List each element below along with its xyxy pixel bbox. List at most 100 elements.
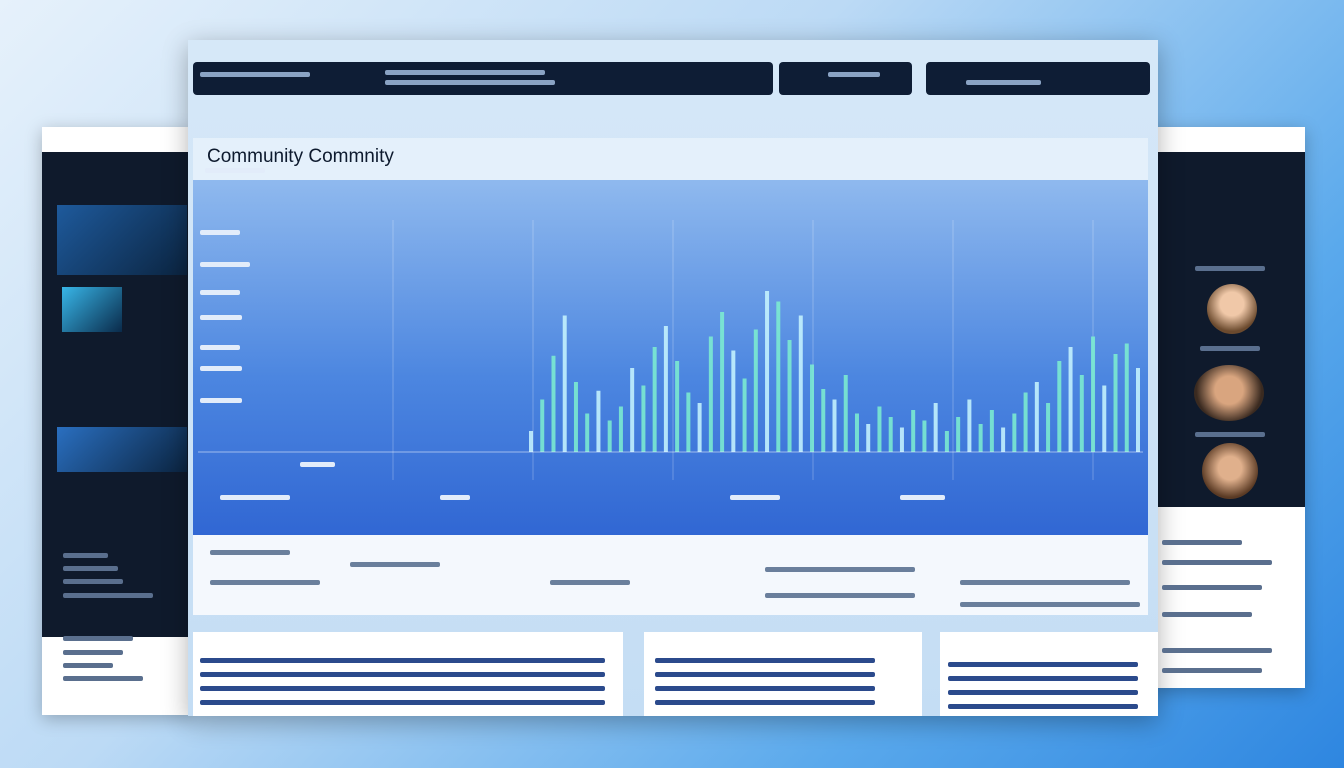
placeholder-text xyxy=(1195,266,1265,271)
candle xyxy=(675,361,680,452)
placeholder-text xyxy=(765,593,915,598)
candle xyxy=(765,291,770,452)
placeholder-text xyxy=(1162,648,1272,653)
placeholder-text xyxy=(948,676,1138,681)
placeholder-text xyxy=(200,262,250,267)
placeholder-text xyxy=(948,704,1138,709)
candle xyxy=(630,368,635,452)
top-bar xyxy=(193,62,773,95)
placeholder-text xyxy=(1162,560,1272,565)
placeholder-text xyxy=(1200,346,1260,351)
placeholder-text xyxy=(655,700,875,705)
candle xyxy=(1136,368,1140,452)
placeholder-text xyxy=(960,602,1140,607)
candle xyxy=(585,413,590,452)
candle xyxy=(1057,361,1062,452)
placeholder-text xyxy=(1162,668,1262,673)
candle xyxy=(1113,354,1118,452)
candle xyxy=(731,350,736,452)
placeholder-text xyxy=(200,315,242,320)
text-card xyxy=(940,632,1158,716)
candle-chart xyxy=(198,220,1143,480)
candle xyxy=(877,406,882,452)
placeholder-text xyxy=(200,230,240,235)
candle xyxy=(1102,385,1107,452)
candle xyxy=(933,403,938,452)
placeholder-text xyxy=(210,550,290,555)
placeholder-text xyxy=(550,580,630,585)
placeholder-text xyxy=(200,345,240,350)
avatar xyxy=(1207,284,1257,334)
candle xyxy=(641,385,646,452)
candle xyxy=(720,312,725,452)
top-button[interactable] xyxy=(926,62,1150,95)
candle xyxy=(1012,413,1017,452)
candle xyxy=(551,355,556,452)
candle xyxy=(810,364,815,452)
candle xyxy=(1046,403,1051,452)
placeholder-text xyxy=(63,593,153,598)
candle xyxy=(1079,375,1084,452)
candle xyxy=(686,392,691,452)
placeholder-text xyxy=(300,462,335,467)
title-bar xyxy=(193,138,1148,180)
candle xyxy=(1091,336,1096,452)
right-panel xyxy=(1152,127,1305,688)
placeholder-text xyxy=(205,168,265,173)
candle xyxy=(1001,427,1006,452)
left-card xyxy=(57,205,187,275)
placeholder-text xyxy=(655,686,875,691)
candle xyxy=(776,301,781,452)
placeholder-text xyxy=(1162,585,1262,590)
candle xyxy=(652,347,657,452)
placeholder-text xyxy=(63,676,143,681)
candle xyxy=(888,417,893,452)
candle xyxy=(911,410,916,452)
placeholder-text xyxy=(200,672,605,677)
placeholder-text xyxy=(1195,432,1265,437)
placeholder-text xyxy=(385,80,555,85)
candle xyxy=(922,420,927,452)
candle xyxy=(821,389,826,452)
placeholder-text xyxy=(200,366,242,371)
placeholder-text xyxy=(440,495,470,500)
placeholder-text xyxy=(200,290,240,295)
left-card xyxy=(57,427,187,472)
avatar xyxy=(1194,365,1264,421)
placeholder-text xyxy=(210,580,320,585)
placeholder-text xyxy=(63,566,118,571)
top-button[interactable] xyxy=(779,62,912,95)
page-title: Community Commnity xyxy=(207,146,394,167)
placeholder-text xyxy=(63,636,133,641)
main-window: Community Commnity xyxy=(188,40,1158,716)
placeholder-text xyxy=(63,663,113,668)
candle xyxy=(697,403,702,452)
candle xyxy=(663,326,668,452)
placeholder-text xyxy=(1162,540,1242,545)
candle xyxy=(562,315,567,452)
candle xyxy=(1023,392,1028,452)
candle xyxy=(753,329,758,452)
placeholder-text xyxy=(63,650,123,655)
placeholder-text xyxy=(765,567,915,572)
candle xyxy=(787,340,792,452)
candle xyxy=(1124,343,1129,452)
placeholder-text xyxy=(200,700,605,705)
candle xyxy=(742,378,747,452)
placeholder-text xyxy=(350,562,440,567)
placeholder-text xyxy=(948,690,1138,695)
candle xyxy=(573,382,578,452)
placeholder-text xyxy=(900,495,945,500)
candle xyxy=(832,399,837,452)
candle xyxy=(989,410,994,452)
candle xyxy=(529,431,533,452)
candle xyxy=(854,413,859,452)
chart-area xyxy=(193,180,1148,575)
placeholder-text xyxy=(960,580,1130,585)
candle xyxy=(899,427,904,452)
placeholder-text xyxy=(828,72,880,77)
candle xyxy=(944,431,949,452)
candle xyxy=(1068,347,1073,452)
